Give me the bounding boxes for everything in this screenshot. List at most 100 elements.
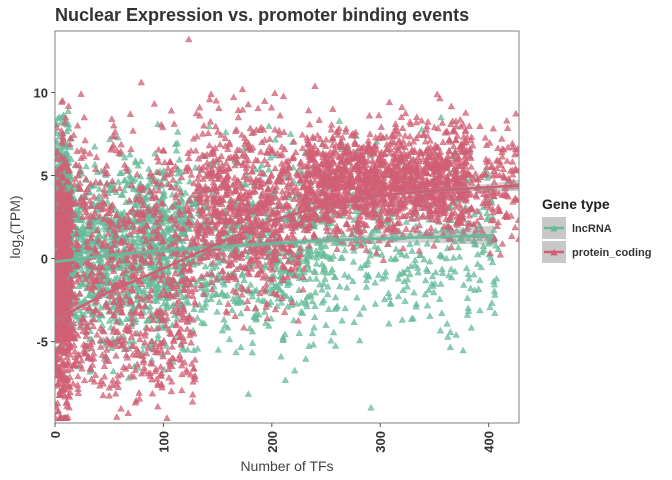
data-point — [446, 343, 454, 350]
data-point — [126, 110, 135, 117]
data-point — [271, 89, 279, 96]
data-point — [91, 160, 99, 168]
data-point — [215, 298, 224, 305]
data-point — [426, 312, 434, 319]
data-point — [432, 268, 440, 276]
data-point — [426, 257, 434, 265]
data-point — [163, 414, 171, 421]
data-point — [244, 390, 253, 397]
data-point — [112, 389, 120, 397]
data-point — [248, 339, 257, 346]
data-point — [341, 246, 349, 254]
data-point — [82, 162, 90, 170]
data-point — [266, 135, 274, 142]
data-point — [311, 313, 319, 320]
data-point — [449, 253, 458, 261]
data-point — [421, 276, 430, 284]
data-point — [109, 367, 117, 375]
data-point — [374, 271, 383, 278]
data-point — [281, 308, 289, 315]
data-point — [437, 280, 445, 287]
data-point — [410, 288, 418, 296]
data-point — [312, 274, 320, 282]
data-point — [408, 247, 416, 254]
data-point — [214, 127, 222, 135]
data-point — [470, 270, 478, 278]
data-point — [161, 158, 169, 166]
data-point — [109, 141, 117, 148]
data-point — [70, 131, 78, 138]
data-point — [187, 147, 195, 154]
data-point — [371, 242, 379, 250]
data-point — [150, 100, 159, 107]
data-point — [474, 260, 482, 267]
data-point — [244, 100, 252, 108]
data-point — [145, 165, 153, 172]
data-point — [364, 257, 372, 264]
data-point — [222, 307, 230, 314]
data-point — [108, 177, 117, 184]
data-point — [454, 243, 463, 251]
data-point — [133, 170, 141, 178]
data-points — [55, 35, 519, 421]
data-point — [195, 103, 204, 111]
data-point — [492, 274, 501, 282]
data-point — [265, 122, 273, 129]
data-point — [92, 153, 101, 161]
data-point — [248, 348, 256, 356]
data-point — [327, 336, 335, 344]
data-point — [318, 286, 326, 293]
data-point — [232, 125, 241, 133]
data-point — [172, 146, 181, 154]
data-point — [330, 328, 338, 336]
data-point — [206, 117, 215, 125]
data-point — [356, 310, 364, 317]
data-point — [67, 155, 75, 162]
data-point — [438, 309, 446, 316]
data-point — [308, 329, 317, 337]
data-point — [174, 128, 182, 135]
data-point — [73, 121, 82, 129]
data-point — [81, 136, 89, 144]
data-point — [371, 300, 380, 307]
data-point — [137, 157, 145, 165]
data-point — [299, 285, 307, 293]
data-point — [286, 130, 295, 137]
data-point — [246, 124, 254, 132]
data-point — [91, 142, 99, 150]
data-point — [193, 132, 201, 140]
data-point — [90, 218, 98, 225]
data-point — [64, 107, 72, 114]
data-point — [80, 113, 88, 121]
data-point — [474, 285, 483, 292]
data-point — [95, 185, 103, 192]
data-point — [335, 117, 344, 124]
data-point — [460, 281, 468, 288]
data-point — [117, 140, 125, 148]
data-point — [212, 96, 220, 104]
data-point — [99, 391, 107, 399]
data-point — [324, 290, 332, 298]
data-point — [200, 121, 208, 129]
data-point — [343, 283, 351, 291]
data-point — [238, 85, 247, 93]
data-point — [367, 403, 375, 411]
data-point — [281, 376, 290, 383]
data-point — [302, 355, 310, 362]
data-point — [129, 127, 137, 134]
data-point — [237, 309, 245, 317]
data-point — [341, 271, 349, 278]
data-point — [271, 164, 279, 172]
data-point — [382, 268, 390, 275]
data-point — [137, 78, 145, 86]
data-point — [267, 103, 276, 111]
data-point — [222, 128, 230, 136]
data-point — [213, 308, 221, 315]
data-point — [276, 111, 284, 119]
data-point — [246, 280, 255, 288]
data-point — [228, 306, 236, 313]
data-point — [325, 305, 333, 312]
data-point — [187, 171, 196, 178]
data-point — [205, 141, 214, 149]
